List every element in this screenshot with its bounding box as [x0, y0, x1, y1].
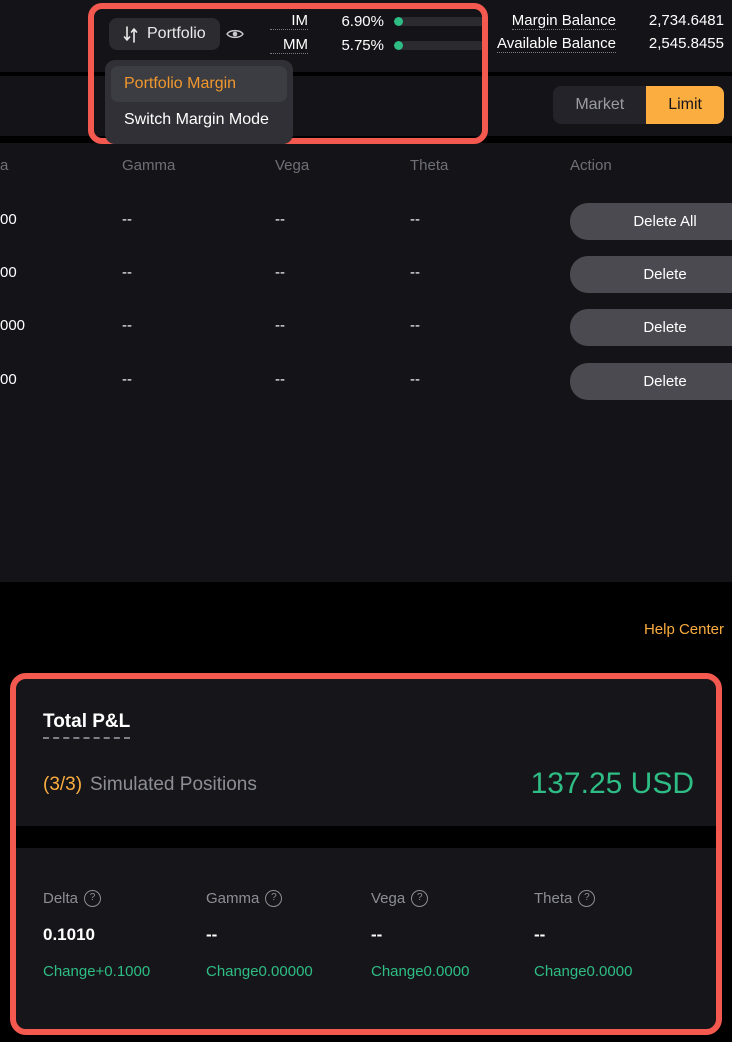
mm-value: 5.75% [341, 36, 384, 54]
total-pnl-value: 137.25 USD [530, 767, 694, 800]
im-value: 6.90% [341, 12, 384, 30]
total-pnl-highlight-outline [10, 673, 722, 1035]
help-icon-delta[interactable]: ? [84, 890, 102, 907]
risk-row-im: IM 6.90% [270, 10, 486, 32]
greek-value-theta: -- [534, 925, 546, 944]
order-type-segmented-control: Market Limit [553, 86, 724, 124]
greek-change-gamma: Change0.00000 [206, 963, 313, 980]
balances: Margin Balance 2,734.6481 Available Bala… [497, 9, 724, 55]
im-progress-track [394, 16, 486, 26]
table-row: -- [275, 264, 285, 281]
total-pnl-card: Total P&L (3/3) Simulated Positions 137.… [16, 679, 716, 1029]
table-row: 00 [0, 371, 17, 388]
greek-label-delta: Delta [43, 890, 79, 907]
greek-change-vega: Change0.0000 [371, 963, 470, 980]
greek-change-delta: Change+0.1000 [43, 963, 151, 980]
table-row: -- [275, 371, 285, 388]
column-header-theta: Theta [410, 157, 449, 174]
help-icon-gamma[interactable]: ? [265, 890, 283, 907]
greek-change-theta: Change0.0000 [534, 963, 633, 980]
mm-progress-track [394, 40, 486, 50]
margin-balance-label: Margin Balance [511, 11, 616, 30]
risk-metrics: IM 6.90% MM 5.75% [270, 10, 486, 58]
im-progress-fill [394, 16, 403, 26]
column-header-delta: a [0, 157, 9, 174]
table-row: -- [122, 264, 132, 281]
column-header-vega: Vega [275, 157, 310, 174]
pnl-divider [16, 826, 716, 848]
greek-header-gamma: Gamma ? [206, 890, 283, 907]
help-icon-vega[interactable]: ? [411, 890, 429, 907]
portfolio-button-label: Portfolio [147, 25, 206, 42]
greek-label-vega: Vega [371, 890, 406, 907]
column-header-gamma: Gamma [122, 157, 176, 174]
order-type-market[interactable]: Market [575, 96, 625, 113]
help-center-link[interactable]: Help Center [643, 621, 724, 638]
table-row: -- [122, 317, 132, 334]
table-row: -- [410, 317, 420, 334]
table-row: -- [122, 371, 132, 388]
available-balance-row: Available Balance 2,545.8455 [497, 32, 724, 55]
table-row: -- [275, 317, 285, 334]
mm-progress-fill [394, 40, 403, 50]
simulated-positions-count: (3/3) [43, 774, 83, 795]
risk-row-mm: MM 5.75% [270, 34, 486, 56]
available-balance-label: Available Balance [497, 34, 616, 53]
eye-icon[interactable] [226, 27, 244, 45]
delete-button[interactable]: Delete [570, 309, 732, 346]
column-header-action: Action [570, 157, 612, 174]
margin-balance-row: Margin Balance 2,734.6481 [497, 9, 724, 32]
table-row: -- [410, 264, 420, 281]
table-row: -- [410, 371, 420, 388]
simulated-positions-label: Simulated Positions [90, 774, 257, 795]
transfer-arrows-icon [123, 25, 139, 43]
delete-all-button[interactable]: Delete All [570, 203, 732, 240]
order-type-limit[interactable]: Limit [646, 86, 724, 124]
delete-button[interactable]: Delete [570, 256, 732, 293]
im-label: IM [270, 12, 308, 30]
margin-balance-value: 2,734.6481 [648, 12, 724, 29]
table-row: -- [410, 211, 420, 228]
total-pnl-title: Total P&L [43, 711, 131, 739]
greek-header-delta: Delta ? [43, 890, 102, 907]
mm-label: MM [270, 36, 308, 54]
available-balance-value: 2,545.8455 [648, 35, 724, 52]
portfolio-button[interactable]: Portfolio [109, 18, 220, 50]
table-row: -- [275, 211, 285, 228]
table-row: 000 [0, 317, 26, 334]
margin-mode-dropdown: Portfolio Margin Switch Margin Mode [105, 60, 293, 144]
help-icon-theta[interactable]: ? [578, 890, 596, 907]
table-row: -- [122, 211, 132, 228]
greek-header-vega: Vega ? [371, 890, 429, 907]
greek-label-gamma: Gamma [206, 890, 260, 907]
dropdown-item-switch-margin-mode[interactable]: Switch Margin Mode [124, 111, 269, 128]
table-row: 00 [0, 211, 17, 228]
greek-value-vega: -- [371, 925, 383, 944]
greek-value-gamma: -- [206, 925, 218, 944]
table-row: 00 [0, 264, 17, 281]
greek-value-delta: 0.1010 [43, 925, 95, 944]
greek-label-theta: Theta [534, 890, 573, 907]
delete-button[interactable]: Delete [570, 363, 732, 400]
greek-header-theta: Theta ? [534, 890, 596, 907]
dropdown-item-portfolio-margin[interactable]: Portfolio Margin [111, 66, 287, 102]
